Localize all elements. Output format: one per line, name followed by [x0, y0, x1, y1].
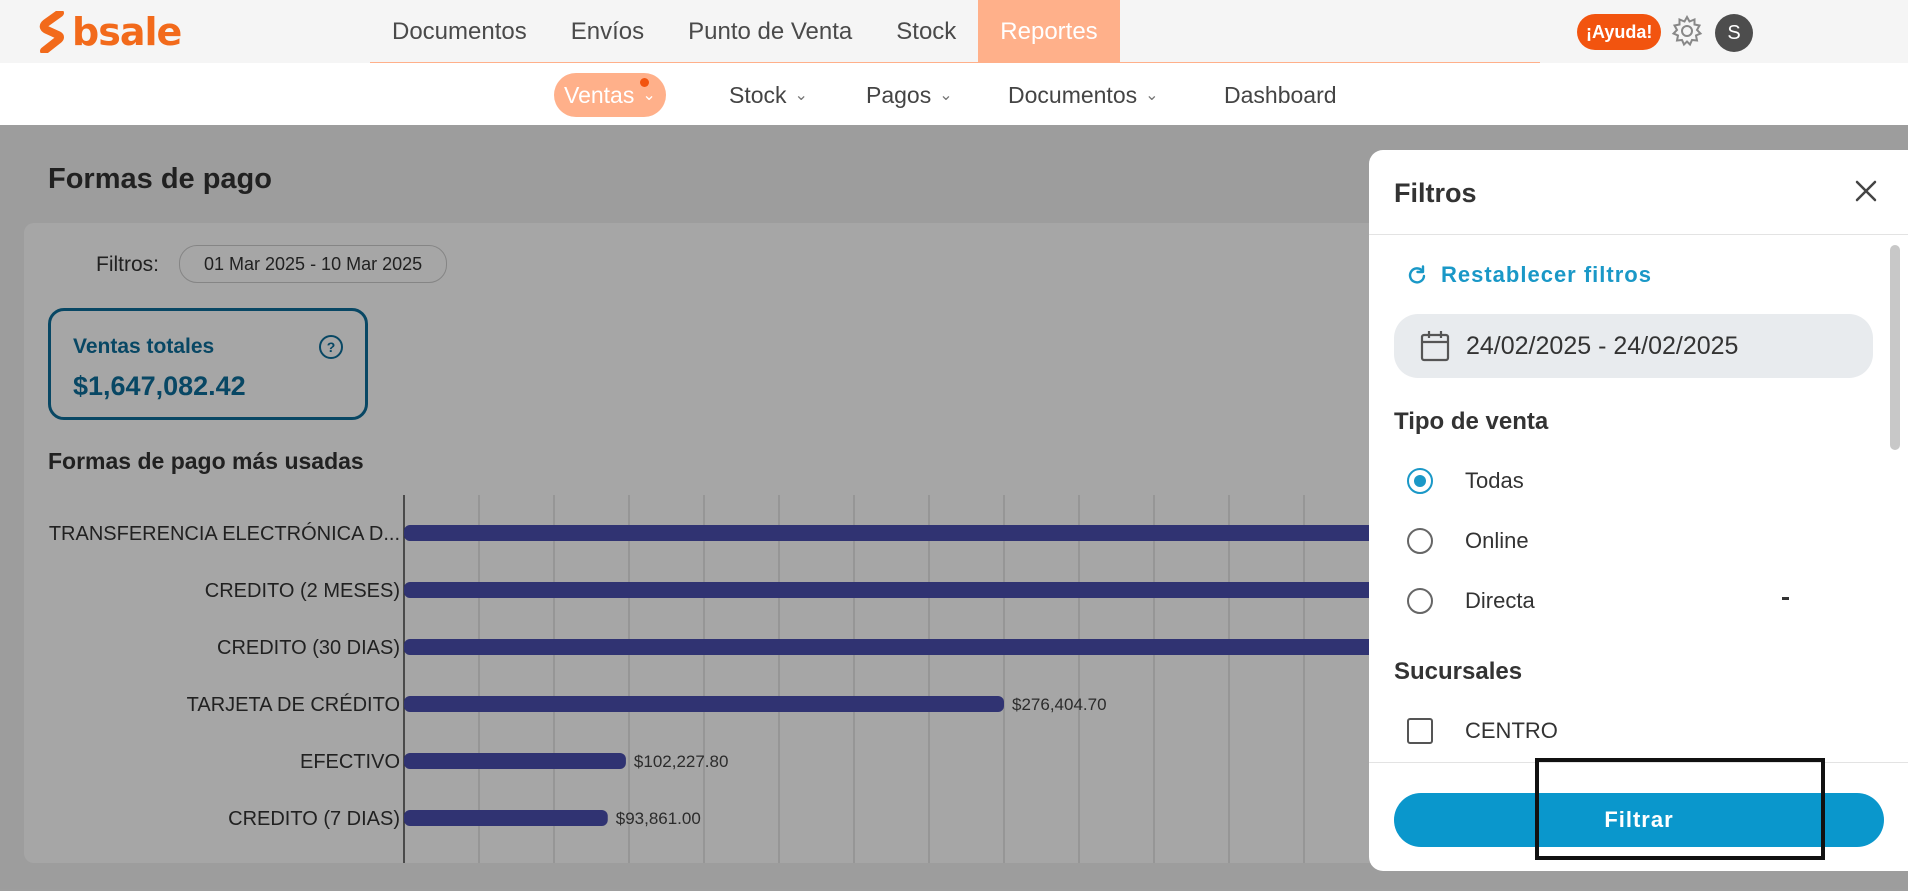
subnav-stock[interactable]: Stock ⌄: [729, 73, 808, 117]
radio-online[interactable]: [1407, 528, 1433, 554]
subnav-documentos-label: Documentos: [1008, 81, 1138, 108]
sale-type-todas-label: Todas: [1465, 468, 1524, 493]
chevron-down-icon: ⌄: [794, 87, 808, 104]
notification-dot: [640, 78, 649, 87]
reset-filters-label: Restablecer filtros: [1441, 262, 1652, 287]
total-sales-label: Ventas totales: [73, 335, 215, 358]
radio-todas[interactable]: [1407, 468, 1433, 494]
chart-category-label: TARJETA DE CRÉDITO: [187, 693, 400, 716]
help-button[interactable]: ¡Ayuda!: [1577, 14, 1662, 50]
calendar-icon: [1420, 331, 1450, 362]
chart-title: Formas de pago más usadas: [48, 448, 364, 474]
chart-value-label: $93,861.00: [616, 809, 701, 828]
sale-type-directa-label: Directa: [1465, 588, 1535, 613]
nav-envios[interactable]: Envíos: [570, 17, 645, 45]
gear-icon[interactable]: [1670, 14, 1704, 48]
sale-type-directa[interactable]: Directa: [1407, 588, 1535, 614]
chart-value-label: $102,227.80: [634, 752, 729, 771]
branch-centro-label: CENTRO: [1465, 718, 1558, 743]
chart-bar[interactable]: [404, 810, 608, 826]
dash-mark: [1782, 597, 1789, 600]
nav-reportes[interactable]: Reportes: [978, 0, 1120, 63]
main-nav: Documentos Envíos Punto de Venta Stock R…: [370, 0, 1120, 63]
filter-submit-button[interactable]: Filtrar: [1394, 793, 1884, 847]
subnav-pagos[interactable]: Pagos ⌄: [866, 73, 953, 117]
total-sales-card: Ventas totales ? $1,647,082.42: [48, 308, 368, 420]
chart-category-label: CREDITO (2 MESES): [205, 580, 400, 602]
subnav-documentos[interactable]: Documentos ⌄: [1008, 73, 1159, 117]
refresh-icon: [1408, 265, 1426, 284]
chart-bar[interactable]: [404, 753, 626, 769]
sale-type-title: Tipo de venta: [1394, 408, 1549, 435]
subnav-ventas[interactable]: Ventas ⌄: [554, 73, 666, 117]
page-title: Formas de pago: [48, 163, 272, 195]
sale-type-online-label: Online: [1465, 528, 1529, 553]
branch-centro[interactable]: CENTRO: [1407, 718, 1558, 744]
subnav-dashboard-label: Dashboard: [1224, 81, 1337, 108]
filters-panel-header: Filtros: [1369, 150, 1908, 235]
filters-panel-footer: Filtrar: [1369, 762, 1908, 871]
highlight-box: [1535, 758, 1825, 860]
nav-stock[interactable]: Stock: [896, 17, 957, 45]
chevron-down-icon: ⌄: [642, 87, 656, 104]
sub-navbar: Ventas ⌄ Stock ⌄ Pagos ⌄ Documentos ⌄ Da…: [0, 63, 1908, 125]
date-range-value: 24/02/2025 - 24/02/2025: [1466, 331, 1739, 360]
date-range-chip[interactable]: 01 Mar 2025 - 10 Mar 2025: [179, 245, 448, 283]
date-range-input[interactable]: 24/02/2025 - 24/02/2025: [1394, 314, 1873, 378]
chart-category-label: TRANSFERENCIA ELECTRÓNICA D...: [49, 522, 400, 545]
chart-bar[interactable]: [404, 696, 1004, 712]
checkbox-centro[interactable]: [1407, 718, 1433, 744]
help-circle-icon[interactable]: ?: [319, 335, 343, 359]
subnav-ventas-label: Ventas: [564, 81, 635, 108]
panel-scrollbar[interactable]: [1890, 245, 1900, 450]
subnav-stock-label: Stock: [729, 81, 787, 108]
sale-type-todas[interactable]: Todas: [1407, 468, 1524, 494]
close-icon[interactable]: [1851, 176, 1881, 206]
brand-name: bsale: [72, 10, 182, 54]
radio-directa[interactable]: [1407, 588, 1433, 614]
chart-value-label: $276,404.70: [1012, 695, 1107, 714]
subnav-dashboard[interactable]: Dashboard: [1224, 73, 1337, 117]
sale-type-online[interactable]: Online: [1407, 528, 1529, 554]
chart-category-label: CREDITO (7 DIAS): [228, 808, 400, 830]
filters-panel-title: Filtros: [1394, 178, 1477, 208]
nav-documentos[interactable]: Documentos: [392, 17, 527, 45]
branches-title: Sucursales: [1394, 658, 1523, 685]
reset-filters-button[interactable]: Restablecer filtros: [1407, 262, 1652, 288]
user-avatar[interactable]: S: [1715, 14, 1753, 52]
filters-label: Filtros:: [96, 253, 159, 276]
filters-panel: Filtros Restablecer filtros 24/02/2025 -…: [1369, 150, 1908, 871]
subnav-pagos-label: Pagos: [866, 81, 932, 108]
nav-punto-de-venta[interactable]: Punto de Venta: [688, 17, 853, 45]
top-navbar: bsale Documentos Envíos Punto de Venta S…: [0, 0, 1908, 63]
chevron-down-icon: ⌄: [939, 87, 953, 104]
chart-category-label: EFECTIVO: [300, 751, 400, 773]
total-sales-value: $1,647,082.42: [73, 371, 246, 401]
chart-category-label: CREDITO (30 DIAS): [217, 637, 400, 659]
bsale-logo-icon: [39, 11, 64, 53]
chevron-down-icon: ⌄: [1145, 87, 1159, 104]
bsale-logo[interactable]: bsale: [38, 10, 182, 54]
